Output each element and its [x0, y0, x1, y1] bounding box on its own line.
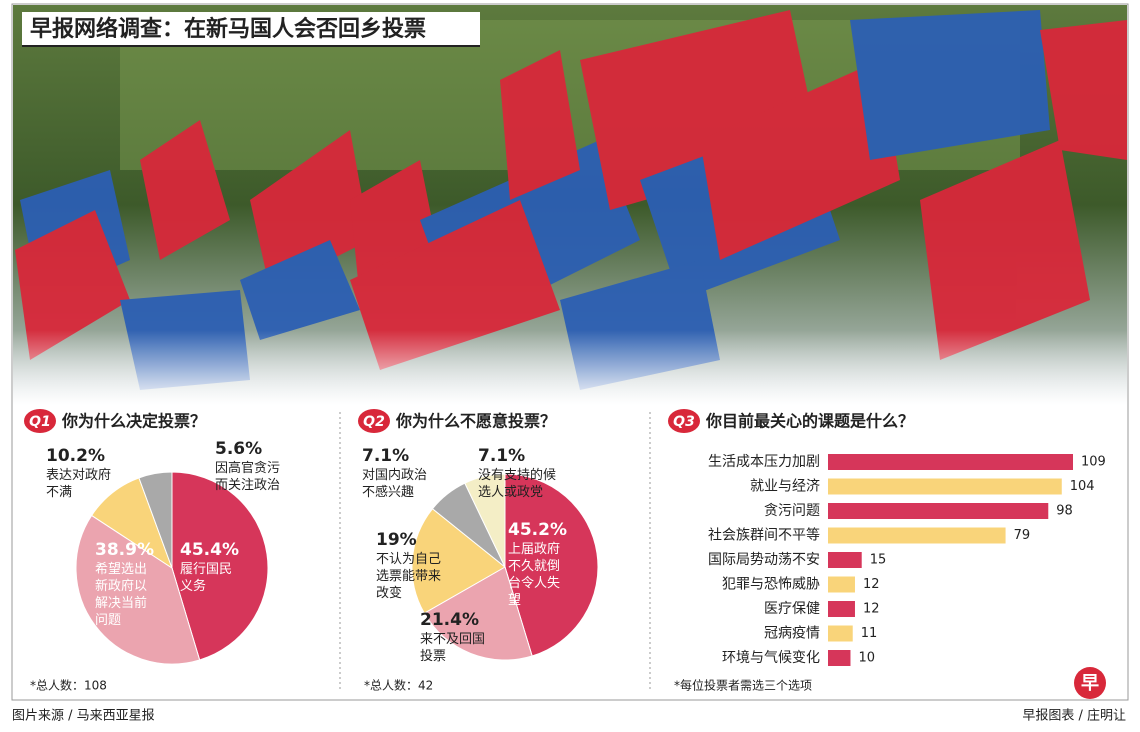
photo-source: 图片来源 / 马来西亚星报 — [12, 709, 155, 724]
value-label: 19% — [376, 530, 417, 550]
value-label: 5.6% — [215, 439, 262, 459]
q-badge — [668, 409, 700, 433]
bar — [828, 527, 1006, 544]
value-label: 15 — [870, 553, 887, 568]
value-label: 11 — [861, 626, 878, 641]
pie-slice — [411, 508, 506, 614]
note: *每位投票者需选三个选项 — [674, 678, 812, 693]
value-label: 79 — [1014, 528, 1031, 543]
value-label: 10.2% — [46, 446, 105, 466]
slice-label: 不认为自己选票能带来改变 — [376, 552, 441, 601]
value-label: 45.2% — [508, 520, 567, 540]
question: 你为什么不愿意投票？ — [395, 412, 556, 431]
bar — [828, 552, 862, 568]
slice-label: 表达对政府不满 — [46, 468, 111, 500]
q-label: Q2 — [363, 414, 385, 430]
value-label: 10 — [858, 651, 875, 666]
bar — [828, 576, 855, 593]
value-label: 98 — [1056, 504, 1073, 519]
category-label: 生活成本压力加剧 — [708, 454, 820, 470]
q-badge — [358, 409, 390, 433]
slice-label: 因高官贪污而关注政治 — [215, 460, 280, 493]
slice-label: 没有支持的候选人或政党 — [478, 467, 556, 500]
credit: 早报图表 / 庄明让 — [1022, 708, 1126, 724]
category-label: 贪污问题 — [764, 503, 820, 519]
bar — [828, 625, 853, 642]
category-label: 社会族群间不平等 — [708, 527, 820, 544]
pie-slice — [171, 471, 269, 661]
q-label: Q3 — [673, 414, 695, 430]
category-label: 国际局势动荡不安 — [708, 552, 820, 568]
slice-label: 上届政府不久就倒台令人失望 — [508, 542, 560, 608]
category-label: 冠病疫情 — [764, 626, 820, 642]
bar — [828, 650, 851, 666]
category-label: 医疗保健 — [764, 601, 820, 617]
bar — [828, 454, 1073, 470]
photo — [13, 5, 1127, 405]
pie-slice — [138, 471, 173, 569]
page-title: 早报网络调查：在新马国人会否回乡投票 — [30, 16, 426, 42]
bar — [828, 478, 1062, 495]
pie-slice — [423, 566, 533, 661]
value-label: 12 — [863, 577, 880, 592]
value-label: 109 — [1081, 455, 1106, 470]
question: 你目前最关心的课题是什么？ — [705, 412, 914, 431]
value-label: 21.4% — [420, 610, 479, 630]
pie-slice — [504, 473, 599, 657]
note: *总人数：42 — [364, 678, 433, 693]
category-label: 就业与经济 — [750, 479, 820, 495]
slice-label: 对国内政治不感兴趣 — [362, 467, 427, 500]
value-label: 38.9% — [95, 540, 154, 560]
pie-slice — [464, 473, 506, 568]
bar — [828, 503, 1049, 519]
slice-label: 希望选出新政府以解决当前问题 — [95, 561, 147, 628]
value-label: 104 — [1070, 479, 1095, 494]
title-box — [22, 12, 480, 46]
value-label: 12 — [863, 602, 880, 617]
question: 你为什么决定投票？ — [61, 412, 206, 431]
q-badge — [24, 409, 56, 433]
slice-label: 来不及回国投票 — [420, 632, 485, 664]
value-label: 7.1% — [362, 446, 409, 466]
note: *总人数：108 — [30, 678, 107, 693]
bar — [828, 601, 855, 617]
slice-label: 履行国民义务 — [180, 562, 232, 594]
q-label: Q1 — [29, 414, 51, 430]
value-label: 45.4% — [180, 540, 239, 560]
value-label: 7.1% — [478, 446, 525, 466]
logo: 早 — [1081, 673, 1099, 694]
category-label: 环境与气候变化 — [722, 650, 820, 666]
logo-badge — [1074, 667, 1106, 699]
category-label: 犯罪与恐怖威胁 — [722, 576, 820, 593]
pie-slice — [75, 514, 201, 665]
